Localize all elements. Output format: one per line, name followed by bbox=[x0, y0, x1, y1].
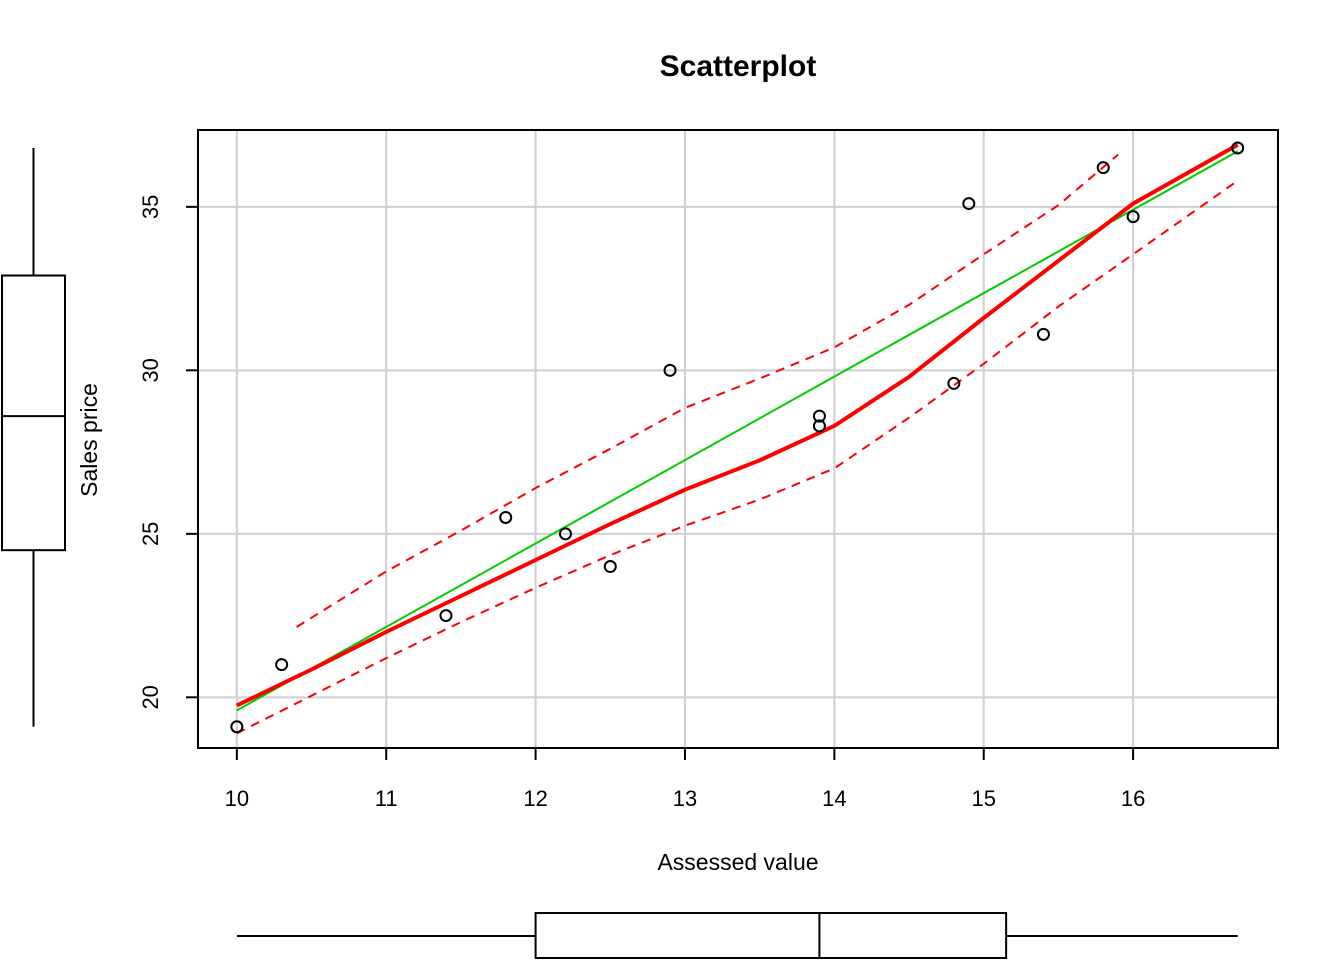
data-point bbox=[275, 658, 289, 672]
x-box-iqr bbox=[534, 912, 1008, 959]
x-tick-label: 12 bbox=[523, 786, 547, 811]
smooth-lower-band bbox=[236, 179, 1239, 735]
x-tick-label: 11 bbox=[375, 786, 398, 811]
data-point bbox=[663, 363, 677, 377]
regression-line bbox=[236, 150, 1239, 712]
y-tick-label: 20 bbox=[138, 685, 163, 709]
data-points bbox=[230, 141, 1245, 734]
data-point bbox=[947, 376, 961, 390]
smooth-line bbox=[235, 142, 1239, 708]
data-point bbox=[1126, 210, 1140, 224]
data-point bbox=[1096, 161, 1110, 175]
x-boxplot bbox=[236, 912, 1238, 959]
y-axis: 20 25 30 35 bbox=[138, 195, 199, 710]
fit-lines bbox=[235, 142, 1239, 735]
y-axis-label: Sales price bbox=[76, 383, 102, 497]
plot-frame bbox=[197, 129, 1279, 749]
x-tick-label: 13 bbox=[673, 786, 697, 811]
x-tick-label: 16 bbox=[1121, 786, 1145, 811]
y-box-iqr bbox=[1, 274, 66, 552]
y-tick-label: 25 bbox=[138, 522, 163, 546]
data-point bbox=[812, 409, 826, 423]
x-axis: 10 11 12 13 14 15 16 bbox=[225, 747, 1145, 811]
y-boxplot bbox=[1, 147, 66, 727]
data-point bbox=[1036, 327, 1050, 341]
y-tick-label: 35 bbox=[138, 195, 163, 219]
x-axis-label: Assessed value bbox=[657, 849, 818, 875]
data-point bbox=[558, 527, 572, 541]
data-point bbox=[812, 419, 826, 433]
y-tick-label: 30 bbox=[138, 358, 163, 382]
data-point bbox=[962, 197, 976, 211]
data-point bbox=[603, 560, 617, 574]
smooth-upper-band bbox=[296, 153, 1119, 628]
x-tick-label: 10 bbox=[225, 786, 249, 811]
data-point bbox=[1231, 141, 1245, 155]
chart-title: Scatterplot bbox=[660, 50, 817, 83]
data-point bbox=[439, 609, 453, 623]
grid-lines bbox=[198, 130, 1278, 748]
data-point bbox=[499, 510, 513, 524]
data-point bbox=[230, 720, 244, 734]
x-tick-label: 14 bbox=[822, 786, 846, 811]
x-tick-label: 15 bbox=[971, 786, 995, 811]
